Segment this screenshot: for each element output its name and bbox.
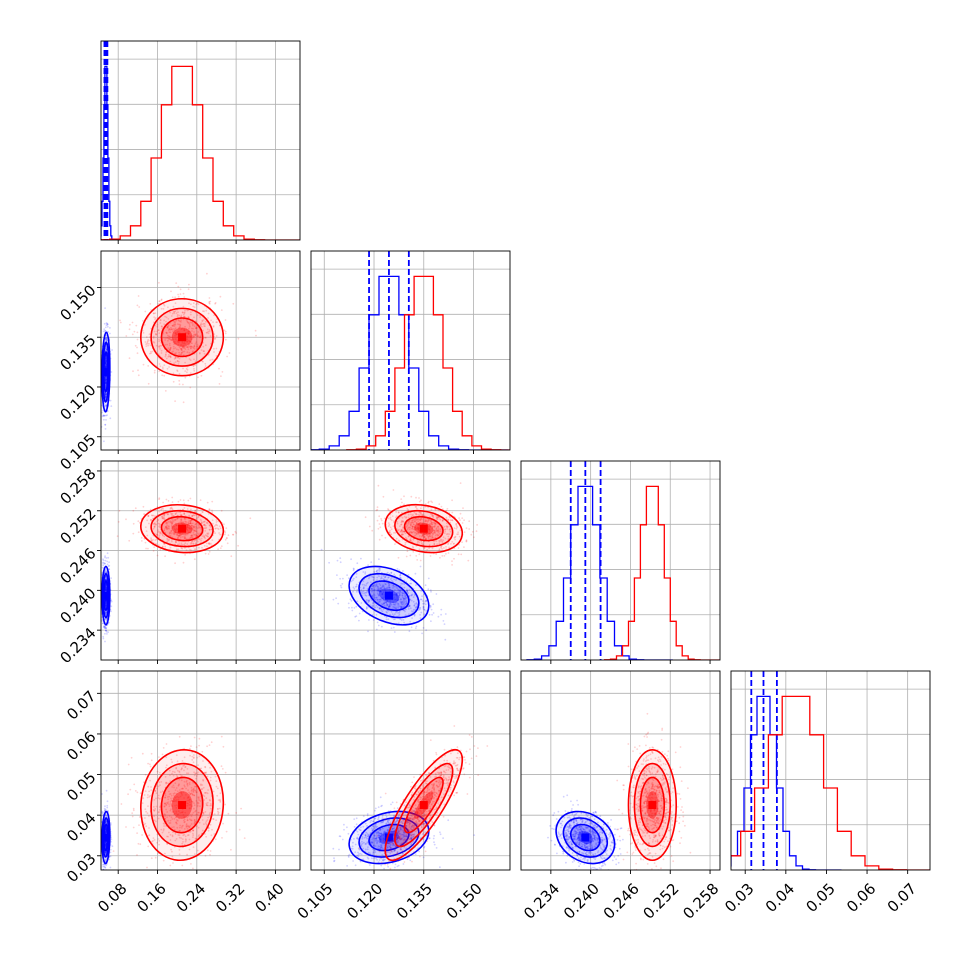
y-tick-label: 0.05 [63, 768, 99, 804]
series-0-contours [101, 331, 111, 413]
series-1-contours [140, 503, 225, 554]
series-0-scatter [332, 796, 476, 870]
y-tick-label: 0.07 [63, 687, 99, 723]
panel-2-1 [311, 461, 510, 660]
panel-frame [310, 460, 511, 661]
plot-area [731, 671, 930, 870]
density-peak [581, 833, 590, 842]
panel-frame [100, 460, 301, 661]
panel-frame [730, 670, 931, 871]
density-peak [419, 524, 428, 533]
x-tick-label: 0.258 [679, 880, 722, 923]
x-tick-label: 0.08 [94, 880, 130, 916]
series-1-contours [140, 748, 225, 862]
x-tick-label: 0.03 [721, 880, 757, 916]
panel-frame [310, 250, 511, 451]
y-tick-label: 0.120 [56, 381, 99, 424]
x-tick-label: 0.246 [600, 880, 643, 923]
plot-area [311, 251, 510, 450]
plot-area [101, 671, 300, 870]
series-0-contours [101, 565, 111, 626]
x-tick-label: 0.05 [802, 880, 838, 916]
x-tick-label: 0.16 [134, 880, 170, 916]
density-peak [178, 333, 187, 342]
y-tick-label: 0.240 [56, 584, 99, 627]
x-tick-label: 0.40 [251, 880, 287, 916]
series-0-contours [101, 810, 111, 865]
panel-1-1 [311, 251, 510, 450]
y-tick-label: 0.04 [63, 809, 99, 845]
density-peak [419, 801, 428, 810]
density-peak [101, 368, 110, 377]
y-tick-label: 0.234 [56, 624, 99, 667]
series-0-contours [555, 810, 616, 865]
series-1-contours [627, 748, 678, 862]
plot-area [311, 671, 510, 870]
density-peak [384, 833, 393, 842]
panel-3-2 [521, 671, 720, 870]
y-tick-label: 0.258 [56, 465, 99, 508]
panel-frame [520, 460, 721, 661]
density-peak [178, 801, 187, 810]
panel-0-0 [101, 41, 300, 240]
x-tick-label: 0.150 [443, 880, 486, 923]
x-tick-label: 0.24 [173, 880, 209, 916]
y-tick-label: 0.105 [56, 431, 99, 474]
panel-2-0 [101, 461, 300, 660]
x-tick-label: 0.32 [212, 880, 248, 916]
y-tick-label: 0.252 [56, 505, 99, 548]
plot-area [101, 251, 300, 450]
x-tick-label: 0.120 [343, 880, 386, 923]
density-peak [101, 833, 110, 842]
x-tick-label: 0.105 [294, 880, 337, 923]
panel-frame [100, 40, 301, 241]
plot-area [101, 461, 300, 660]
y-tick-label: 0.135 [56, 331, 99, 374]
y-tick-label: 0.06 [63, 728, 99, 764]
series-0-contours [348, 565, 430, 626]
series-1-histogram [731, 695, 930, 870]
plot-area [311, 461, 510, 660]
series-1-histogram [101, 65, 300, 240]
density-peak [101, 591, 110, 600]
panel-3-3 [731, 671, 930, 870]
x-tick-label: 0.240 [560, 880, 603, 923]
panel-3-1 [311, 671, 510, 870]
panel-frame [520, 670, 721, 871]
panel-frame [310, 670, 511, 871]
plot-area [521, 461, 720, 660]
plot-area [101, 41, 300, 240]
density-peak [178, 524, 187, 533]
panel-3-0 [101, 671, 300, 870]
x-tick-label: 0.135 [393, 880, 436, 923]
panel-frame [100, 670, 301, 871]
series-1-contours [140, 297, 225, 377]
series-1-histogram [603, 485, 720, 660]
density-peak [648, 801, 657, 810]
panel-2-2 [521, 461, 720, 660]
y-tick-label: 0.246 [56, 544, 99, 587]
series-1-contours [384, 748, 464, 862]
x-tick-label: 0.04 [762, 880, 798, 916]
y-tick-label: 0.150 [56, 281, 99, 324]
x-tick-label: 0.07 [884, 880, 920, 916]
y-tick-label: 0.03 [63, 850, 99, 886]
density-peak [384, 591, 393, 600]
plot-area [521, 671, 720, 870]
series-1-contours [384, 503, 464, 554]
x-tick-label: 0.234 [520, 880, 563, 923]
panel-frame [100, 250, 301, 451]
series-0-scatter [320, 548, 447, 641]
panel-1-0 [101, 251, 300, 450]
x-tick-label: 0.252 [640, 880, 683, 923]
x-tick-label: 0.06 [843, 880, 879, 916]
